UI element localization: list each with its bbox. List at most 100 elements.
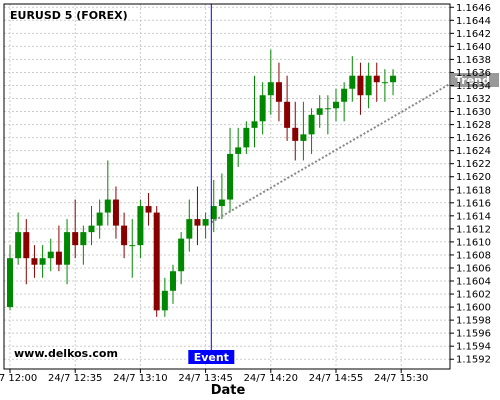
candle-body xyxy=(210,206,217,220)
candle-body xyxy=(300,134,307,141)
y-tick-label: 1.1616 xyxy=(456,198,491,209)
candle-body xyxy=(72,232,79,246)
candle-body xyxy=(275,82,282,102)
candle xyxy=(7,245,13,311)
candle-body xyxy=(227,153,234,200)
candle-body xyxy=(218,199,225,207)
candle xyxy=(80,225,87,265)
watermark: www.delkos.com xyxy=(14,347,118,360)
candle-body xyxy=(47,251,54,259)
candle xyxy=(23,219,30,285)
candle xyxy=(178,232,185,285)
candle xyxy=(341,82,348,122)
candle-body xyxy=(55,251,62,265)
candle xyxy=(39,245,46,278)
candle xyxy=(300,101,307,161)
candle xyxy=(365,62,372,109)
y-tick-label: 1.1608 xyxy=(456,250,491,261)
candle xyxy=(129,219,136,278)
candle-body xyxy=(333,101,339,109)
y-tick-label: 1.1628 xyxy=(456,120,491,131)
candle xyxy=(186,199,193,252)
candle-body xyxy=(112,199,119,226)
y-tick-label: 1.1626 xyxy=(456,133,491,144)
candle-body xyxy=(235,147,242,154)
candle-body xyxy=(349,75,356,89)
candle-body xyxy=(96,212,103,226)
trend-label: Trend xyxy=(455,74,490,87)
candle-body xyxy=(7,258,13,308)
candle xyxy=(390,69,397,96)
x-tick-label: 24/7 14:20 xyxy=(244,373,298,384)
candles xyxy=(7,49,397,317)
candle-body xyxy=(137,206,144,246)
candle xyxy=(121,212,128,259)
candle xyxy=(324,95,331,135)
candle xyxy=(145,193,152,226)
x-axis-label: Date xyxy=(211,383,246,398)
candle-body xyxy=(243,127,250,148)
candle-body xyxy=(161,290,168,311)
x-tick-label: 24/7 13:10 xyxy=(113,373,167,384)
candle xyxy=(349,56,356,102)
y-tick-label: 1.1592 xyxy=(456,355,491,366)
candle-body xyxy=(39,258,46,265)
y-tick-label: 1.1594 xyxy=(456,342,491,353)
candle xyxy=(308,108,315,154)
candle xyxy=(381,69,388,102)
x-tick-label: 24/7 15:30 xyxy=(374,373,428,384)
candle xyxy=(316,95,323,128)
candle xyxy=(47,238,54,272)
y-tick-label: 1.1630 xyxy=(456,107,491,118)
candle-body xyxy=(23,232,30,259)
candle-body xyxy=(194,219,201,226)
candle xyxy=(357,62,364,115)
candle xyxy=(333,88,339,122)
candle xyxy=(243,121,250,154)
y-tick-label: 1.1604 xyxy=(456,277,491,288)
candle xyxy=(96,199,103,239)
candle-body xyxy=(202,219,209,226)
candle-body xyxy=(170,271,176,291)
candle xyxy=(218,173,225,220)
candle-body xyxy=(145,206,152,213)
y-tick-label: 1.1644 xyxy=(456,16,491,27)
x-tick-label: 24/7 12:35 xyxy=(48,373,102,384)
candle-body xyxy=(129,245,136,247)
candle xyxy=(112,186,119,239)
y-axis: 1.1592 1.1594 1.1596 1.1598 1.1600 1.1602 1.16… xyxy=(450,3,491,366)
candle xyxy=(267,49,274,115)
candle-body xyxy=(31,258,38,265)
candle xyxy=(88,206,95,246)
candle xyxy=(64,219,71,285)
y-tick-label: 1.1610 xyxy=(456,237,491,248)
y-tick-label: 1.1638 xyxy=(456,55,491,66)
candle xyxy=(292,101,299,161)
event-label: Event xyxy=(194,351,229,364)
candle xyxy=(161,277,168,317)
y-tick-label: 1.1598 xyxy=(456,316,491,327)
y-tick-label: 1.1596 xyxy=(456,329,491,340)
candle-body xyxy=(186,219,193,239)
overlays: Event Trend xyxy=(188,4,499,364)
candle-body xyxy=(267,82,274,96)
y-tick-label: 1.1614 xyxy=(456,211,491,222)
candle xyxy=(72,199,79,259)
candle-body xyxy=(104,199,111,213)
candle-body xyxy=(178,238,185,272)
y-tick-label: 1.1606 xyxy=(456,263,491,274)
y-tick-label: 1.1640 xyxy=(456,42,491,53)
y-tick-label: 1.1632 xyxy=(456,94,491,105)
candle xyxy=(275,62,282,122)
candle-body xyxy=(373,75,380,83)
x-axis: 24/7 12:00 24/7 12:35 24/7 13:10 24/7 13:45… xyxy=(0,369,428,384)
y-tick-label: 1.1634 xyxy=(456,81,491,92)
y-tick-label: 1.1642 xyxy=(456,29,491,40)
candle-body xyxy=(357,75,364,96)
candle xyxy=(194,186,201,246)
event-label-box xyxy=(188,350,235,364)
candle xyxy=(137,199,144,259)
candle-body xyxy=(64,232,71,265)
candle-body xyxy=(308,114,315,135)
